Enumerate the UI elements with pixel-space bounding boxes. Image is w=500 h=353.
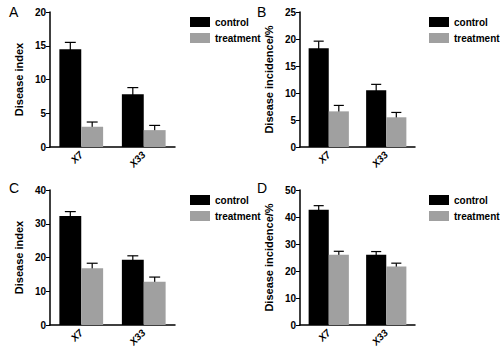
svg-text:X7: X7	[316, 149, 333, 166]
svg-text:X7: X7	[68, 327, 85, 344]
svg-text:Disease incidence/%: Disease incidence/%	[263, 25, 275, 133]
svg-text:control: control	[454, 195, 488, 206]
svg-text:X33: X33	[127, 149, 148, 170]
svg-text:X7: X7	[316, 327, 333, 344]
svg-text:5: 5	[40, 108, 46, 119]
svg-text:0: 0	[290, 142, 296, 153]
svg-text:20: 20	[285, 266, 297, 277]
svg-text:X7: X7	[68, 149, 85, 166]
svg-text:D: D	[257, 180, 267, 196]
svg-text:treatment: treatment	[215, 33, 261, 44]
svg-text:A: A	[9, 4, 19, 20]
svg-text:B: B	[257, 4, 266, 20]
svg-text:20: 20	[285, 34, 297, 45]
svg-text:40: 40	[285, 212, 297, 223]
svg-text:Disease index: Disease index	[13, 42, 25, 116]
svg-text:20: 20	[35, 7, 47, 18]
svg-text:C: C	[9, 180, 19, 196]
svg-text:25: 25	[285, 7, 297, 18]
svg-text:control: control	[215, 195, 249, 206]
svg-text:X33: X33	[127, 327, 148, 348]
svg-text:Disease index: Disease index	[13, 220, 25, 294]
svg-text:15: 15	[285, 61, 297, 72]
svg-text:5: 5	[290, 115, 296, 126]
svg-text:treatment: treatment	[215, 211, 261, 222]
svg-text:control: control	[454, 17, 488, 28]
svg-text:30: 30	[285, 239, 297, 250]
svg-text:X33: X33	[369, 149, 390, 170]
svg-text:0: 0	[40, 320, 46, 331]
svg-text:50: 50	[285, 185, 297, 196]
svg-text:Disease incidence/%: Disease incidence/%	[263, 203, 275, 311]
svg-text:10: 10	[285, 293, 297, 304]
svg-text:0: 0	[40, 142, 46, 153]
svg-text:30: 30	[35, 218, 47, 229]
svg-text:X33: X33	[369, 327, 390, 348]
svg-text:40: 40	[35, 185, 47, 196]
svg-text:0: 0	[290, 320, 296, 331]
svg-text:treatment: treatment	[454, 211, 500, 222]
svg-text:20: 20	[35, 252, 47, 263]
svg-text:10: 10	[35, 286, 47, 297]
svg-text:control: control	[215, 17, 249, 28]
svg-text:10: 10	[35, 74, 47, 85]
svg-text:10: 10	[285, 88, 297, 99]
svg-text:treatment: treatment	[454, 33, 500, 44]
svg-text:15: 15	[35, 40, 47, 51]
